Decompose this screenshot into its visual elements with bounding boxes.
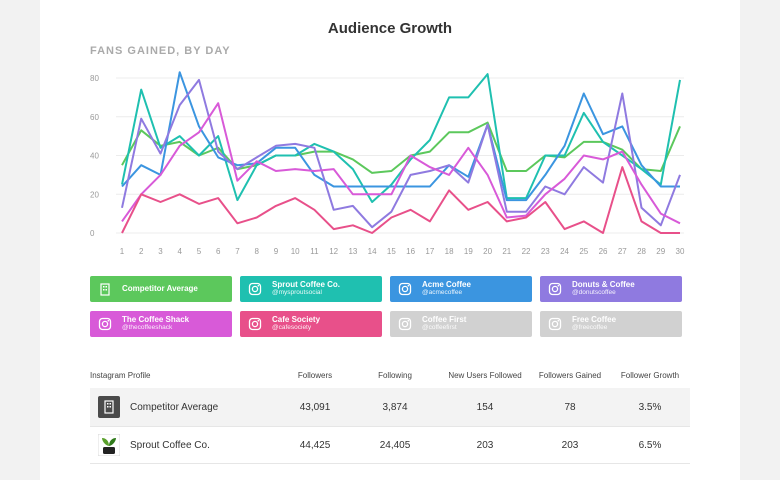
x-tick-label: 21 [502, 247, 511, 256]
x-tick-label: 12 [329, 247, 338, 256]
x-tick-label: 17 [425, 247, 434, 256]
table-header: Instagram Profile Followers Following Ne… [90, 362, 690, 388]
audience-growth-card: Audience Growth FANS GAINED, BY DAY 0 20 4… [40, 0, 740, 480]
x-tick-label: 16 [406, 247, 415, 256]
legend-item-coffee-shack[interactable]: The Coffee Shack @thecoffeeshack [90, 311, 232, 337]
x-tick-label: 10 [291, 247, 300, 256]
legend-label: Sprout Coffee Co. [272, 280, 340, 290]
x-tick-label: 3 [158, 247, 163, 256]
instagram-icon [398, 317, 412, 331]
legend-handle: @mysproutsocial [272, 288, 322, 296]
instagram-icon [98, 317, 112, 331]
table-row[interactable]: Sprout Coffee Co. 44,425 24,405 203 203 … [90, 426, 690, 464]
x-tick-label: 28 [637, 247, 646, 256]
series-line-competitor-average [121, 121, 681, 174]
instagram-icon [548, 317, 562, 331]
legend-handle: @cafesociety [272, 323, 312, 331]
instagram-icon [398, 282, 412, 296]
header-profile[interactable]: Instagram Profile [90, 370, 151, 380]
x-tick-label: 23 [541, 247, 550, 256]
x-tick-label: 19 [464, 247, 473, 256]
followers-value: 43,091 [299, 401, 331, 413]
sprout-logo-icon [98, 434, 120, 456]
x-tick-label: 9 [274, 247, 279, 256]
x-tick-label: 30 [676, 247, 685, 256]
legend-item-competitor-average[interactable]: Competitor Average [90, 276, 232, 302]
followers-gained-value: 203 [561, 439, 579, 451]
legend-handle: @thecoffeeshack [122, 323, 173, 331]
x-tick-label: 7 [235, 247, 240, 256]
y-tick-label: 0 [90, 229, 95, 238]
x-tick-label: 24 [560, 247, 569, 256]
x-tick-label: 27 [618, 247, 627, 256]
x-tick-label: 5 [197, 247, 202, 256]
follower-growth-value: 3.5% [638, 401, 662, 413]
chart-subtitle: FANS GAINED, BY DAY [90, 45, 231, 57]
y-tick-label: 20 [90, 190, 99, 199]
legend-handle: @coffeefirst [422, 323, 457, 331]
legend-handle: @freecoffee [572, 323, 608, 331]
building-icon [98, 396, 120, 418]
instagram-icon [248, 282, 262, 296]
following-value: 24,405 [379, 439, 411, 451]
legend-label: Free Coffee [572, 315, 617, 325]
followers-value: 44,425 [299, 439, 331, 451]
x-tick-label: 26 [599, 247, 608, 256]
legend-item-donuts-coffee[interactable]: Donuts & Coffee @donutscoffee [540, 276, 682, 302]
x-tick-label: 25 [579, 247, 588, 256]
legend-label: Coffee First [422, 315, 467, 325]
y-tick-label: 80 [90, 74, 99, 83]
legend-label: The Coffee Shack [122, 315, 190, 325]
followers-gained-value: 78 [564, 401, 576, 413]
x-tick-label: 1 [120, 247, 125, 256]
following-value: 3,874 [382, 401, 408, 413]
profile-name: Sprout Coffee Co. [130, 439, 210, 451]
x-tick-label: 2 [139, 247, 144, 256]
x-tick-label: 20 [483, 247, 492, 256]
series-line-acme-coffee [121, 71, 680, 202]
page-title: Audience Growth [327, 20, 453, 37]
series-line-cafe-society [121, 166, 680, 234]
profile-name: Competitor Average [130, 401, 219, 413]
x-tick-label: 18 [445, 247, 454, 256]
y-tick-label: 40 [90, 152, 99, 161]
header-followers-gained[interactable]: Followers Gained [538, 370, 602, 380]
x-tick-label: 22 [522, 247, 531, 256]
profile-table: Instagram Profile Followers Following Ne… [90, 362, 690, 464]
follower-growth-value: 6.5% [638, 439, 662, 451]
header-following[interactable]: Following [378, 370, 412, 380]
x-tick-label: 6 [216, 247, 221, 256]
legend-item-free-coffee[interactable]: Free Coffee @freecoffee [540, 311, 682, 337]
legend-item-acme-coffee[interactable]: Acme Coffee @acmecoffee [390, 276, 532, 302]
x-tick-label: 15 [387, 247, 396, 256]
legend-item-coffee-first[interactable]: Coffee First @coffeefirst [390, 311, 532, 337]
series-line-the-coffee-shack [121, 102, 681, 225]
header-followers[interactable]: Followers [297, 370, 333, 380]
legend-item-sprout-coffee[interactable]: Sprout Coffee Co. @mysproutsocial [240, 276, 382, 302]
x-tick-label: 8 [254, 247, 259, 256]
new-users-followed-value: 154 [476, 401, 494, 413]
table-row[interactable]: Competitor Average 43,091 3,874 154 78 3… [90, 388, 690, 426]
instagram-icon [548, 282, 562, 296]
building-icon [100, 283, 110, 296]
y-tick-label: 60 [90, 113, 99, 122]
instagram-icon [248, 317, 262, 331]
legend-item-cafe-society[interactable]: Cafe Society @cafesociety [240, 311, 382, 337]
legend-label: Donuts & Coffee [572, 280, 635, 290]
header-follower-growth[interactable]: Follower Growth [620, 370, 680, 380]
series-line-donuts-coffee [121, 78, 681, 229]
legend-label: Cafe Society [272, 315, 321, 325]
header-new-users-followed[interactable]: New Users Followed [448, 370, 522, 380]
new-users-followed-value: 203 [476, 439, 494, 451]
x-tick-label: 29 [656, 247, 665, 256]
legend-handle: @donutscoffee [572, 288, 616, 296]
x-tick-label: 13 [348, 247, 357, 256]
legend-label: Acme Coffee [422, 280, 471, 290]
x-tick-label: 11 [310, 247, 319, 256]
x-tick-label: 14 [368, 247, 377, 256]
x-tick-label: 4 [177, 247, 182, 256]
legend-label: Competitor Average [122, 283, 198, 293]
legend-handle: @acmecoffee [422, 288, 463, 296]
